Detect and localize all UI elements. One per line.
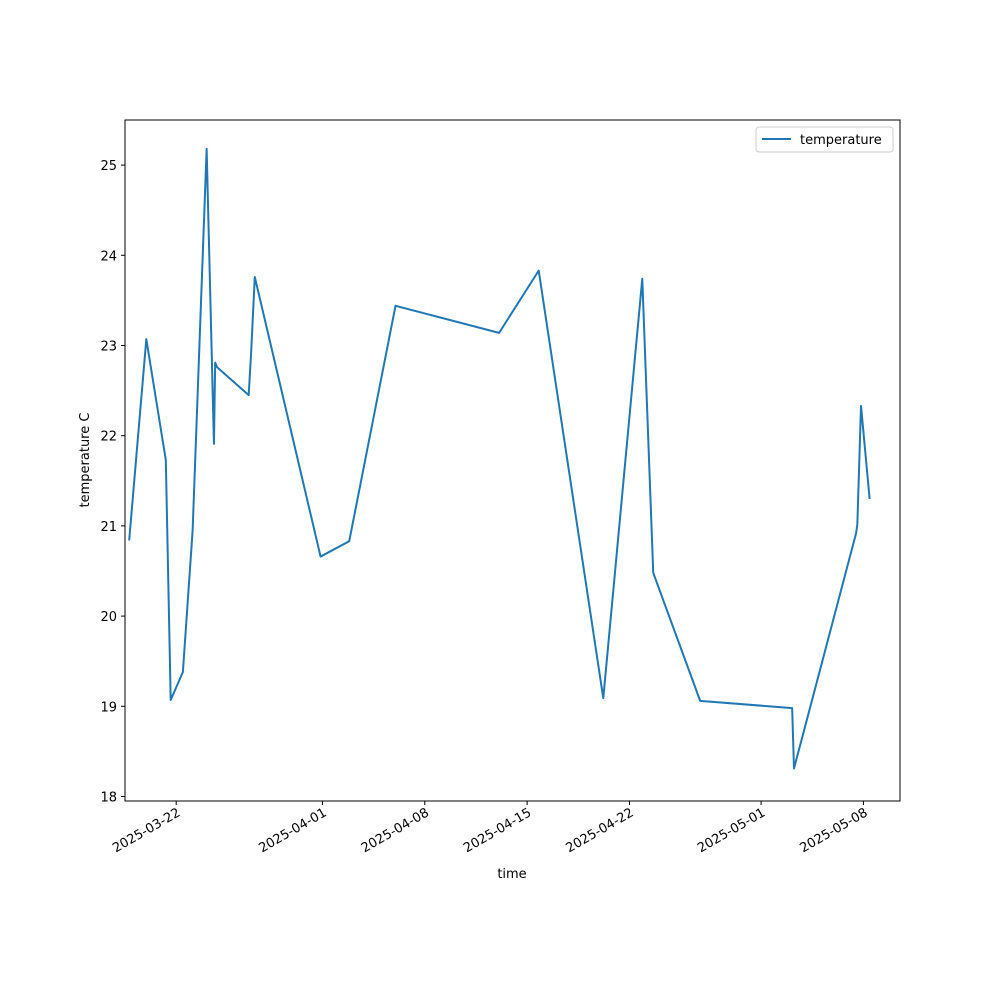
y-axis: 18 19 20 21 22 23 24 25 — [100, 159, 125, 805]
y-axis-label: temperature C — [78, 413, 93, 508]
y-tick-label: 21 — [100, 520, 117, 535]
series-layer — [128, 147, 871, 770]
x-axis-label: time — [497, 867, 526, 882]
y-tick-label: 19 — [100, 700, 117, 715]
y-tick-label: 25 — [100, 159, 117, 174]
plot-frame — [124, 119, 901, 802]
y-tick-label: 20 — [100, 610, 117, 625]
legend: temperature — [755, 126, 894, 153]
legend-box — [755, 126, 894, 153]
plot-area — [125, 120, 900, 801]
y-tick-label: 22 — [100, 430, 117, 445]
y-tick-label: 18 — [100, 790, 117, 805]
y-tick-label: 24 — [100, 249, 117, 264]
series-line-temperature — [128, 147, 871, 770]
y-tick-label: 23 — [100, 339, 117, 354]
legend-label-temperature: temperature — [800, 133, 882, 148]
